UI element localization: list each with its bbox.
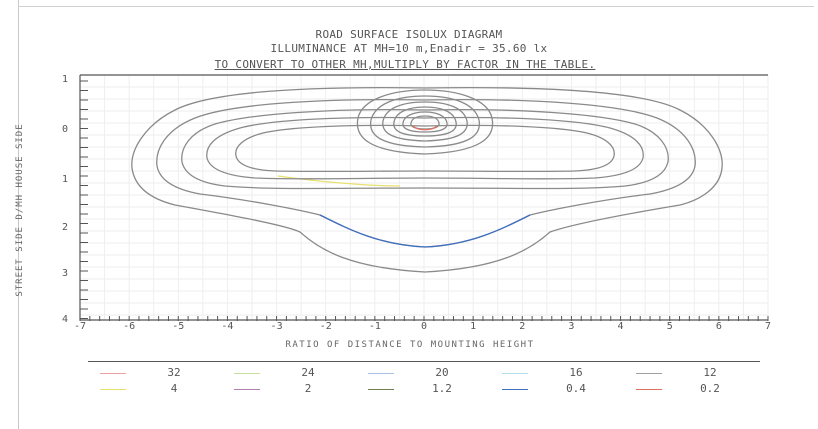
x-tick-label: 0 xyxy=(421,321,427,332)
frame-left-border xyxy=(18,0,19,429)
isolux-contour xyxy=(412,125,438,131)
legend-swatch xyxy=(368,389,394,390)
legend-item: 2 xyxy=(222,382,352,396)
legend-swatch xyxy=(234,373,260,374)
x-tick-label: 4 xyxy=(618,321,624,332)
legend-row-1: 32 24 20 16 12 xyxy=(88,366,760,380)
x-tick-label: -5 xyxy=(172,321,184,332)
legend-item: 4 xyxy=(88,382,218,396)
diagram-title: ROAD SURFACE ISOLUX DIAGRAM xyxy=(315,28,503,41)
legend-swatch xyxy=(502,373,528,374)
isolux-contour xyxy=(410,115,440,130)
x-tick-label: 5 xyxy=(667,321,673,332)
isolux-contour xyxy=(382,101,468,142)
x-tick-label: -4 xyxy=(221,321,233,332)
x-tick-label: 3 xyxy=(568,321,574,332)
x-tick-label: 2 xyxy=(519,321,525,332)
legend-swatch xyxy=(234,389,260,390)
axes: -7 -6 -5 -4 -3 -2 -1 0 1 2 3 4 5 6 7 1 0 1 2 3 4 xyxy=(62,74,771,332)
legend-value: 12 xyxy=(703,366,717,379)
isolux-contour xyxy=(156,98,696,248)
x-axis-label: RATIO OF DISTANCE TO MOUNTING HEIGHT xyxy=(285,340,535,350)
legend-swatch xyxy=(502,389,528,390)
x-tick-label: 1 xyxy=(470,321,476,332)
y-tick-label: 4 xyxy=(62,314,68,325)
isolux-contour xyxy=(319,214,531,248)
diagram-note: TO CONVERT TO OTHER MH,MULTIPLY BY FACTO… xyxy=(214,58,596,71)
y-axis-label: STREET SIDE D/MH HOUSE SIDE xyxy=(15,123,25,297)
legend-table: 32 24 20 16 12 4 2 1.2 xyxy=(88,361,760,402)
legend-value: 16 xyxy=(569,366,583,379)
isolux-contour xyxy=(393,106,457,137)
y-tick-label: 0 xyxy=(62,124,68,135)
x-tick-label: -2 xyxy=(320,321,332,332)
y-tick-label: 2 xyxy=(62,222,68,233)
legend-item: 16 xyxy=(490,366,620,380)
legend-value: 0.2 xyxy=(700,382,720,395)
isolux-contour xyxy=(369,95,481,148)
legend-swatch xyxy=(636,389,662,390)
frame-top-border xyxy=(18,6,814,7)
legend-item: 0.2 xyxy=(624,382,754,396)
x-tick-label: -7 xyxy=(74,321,86,332)
legend-swatch xyxy=(100,373,126,374)
legend-swatch xyxy=(636,373,662,374)
x-tick-label: -3 xyxy=(271,321,283,332)
legend-value: 24 xyxy=(301,366,315,379)
legend-item: 24 xyxy=(222,366,352,380)
x-tick-label: 6 xyxy=(716,321,722,332)
legend-swatch xyxy=(368,373,394,374)
legend-value: 2 xyxy=(304,382,312,395)
y-tick-label: 1 xyxy=(62,74,68,85)
isolux-contour xyxy=(131,86,723,273)
isolux-contour xyxy=(356,89,494,155)
x-tick-label: -6 xyxy=(123,321,135,332)
legend-value: 20 xyxy=(435,366,449,379)
isolux-contour xyxy=(235,124,615,173)
legend-item: 32 xyxy=(88,366,218,380)
y-tick-label: 3 xyxy=(62,268,68,279)
legend-item: 1.2 xyxy=(356,382,486,396)
isolux-contour xyxy=(402,111,448,133)
legend-item: 20 xyxy=(356,366,486,380)
grid xyxy=(79,74,769,320)
diagram-subtitle: ILLUMINANCE AT MH=10 m,Enadir = 35.60 lx xyxy=(270,42,548,55)
x-tick-label: -1 xyxy=(369,321,381,332)
legend-value: 32 xyxy=(167,366,181,379)
x-tick-label: 7 xyxy=(765,321,771,332)
isolux-contour xyxy=(181,108,669,190)
isolux-contour xyxy=(206,116,644,180)
legend-swatch xyxy=(100,389,126,390)
legend-item: 0.4 xyxy=(490,382,620,396)
legend-value: 1.2 xyxy=(432,382,452,395)
legend-item: 12 xyxy=(624,366,754,380)
legend-value: 0.4 xyxy=(566,382,586,395)
legend-row-2: 4 2 1.2 0.4 0.2 xyxy=(88,382,760,396)
isolux-contour xyxy=(277,175,401,187)
legend-value: 4 xyxy=(170,382,178,395)
isolux-contours xyxy=(131,86,723,273)
y-tick-label: 1 xyxy=(62,174,68,185)
